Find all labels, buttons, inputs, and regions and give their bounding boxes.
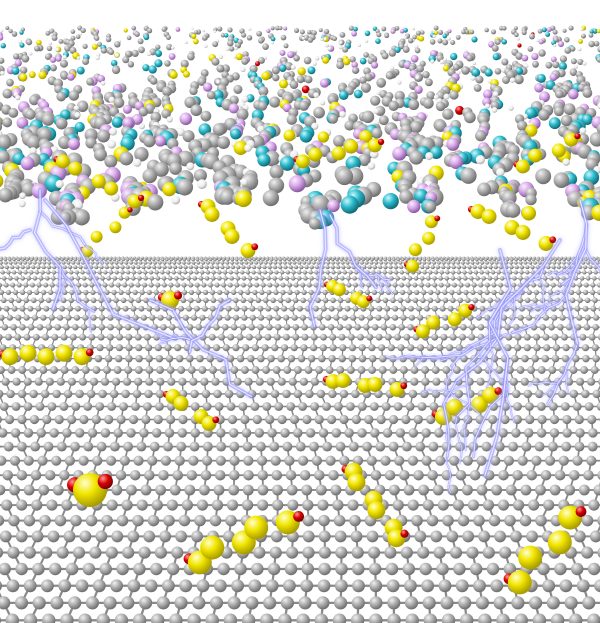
polymer-layer bbox=[0, 25, 600, 230]
polysulfide-chains bbox=[0, 132, 587, 595]
electron-lightning bbox=[0, 188, 600, 494]
